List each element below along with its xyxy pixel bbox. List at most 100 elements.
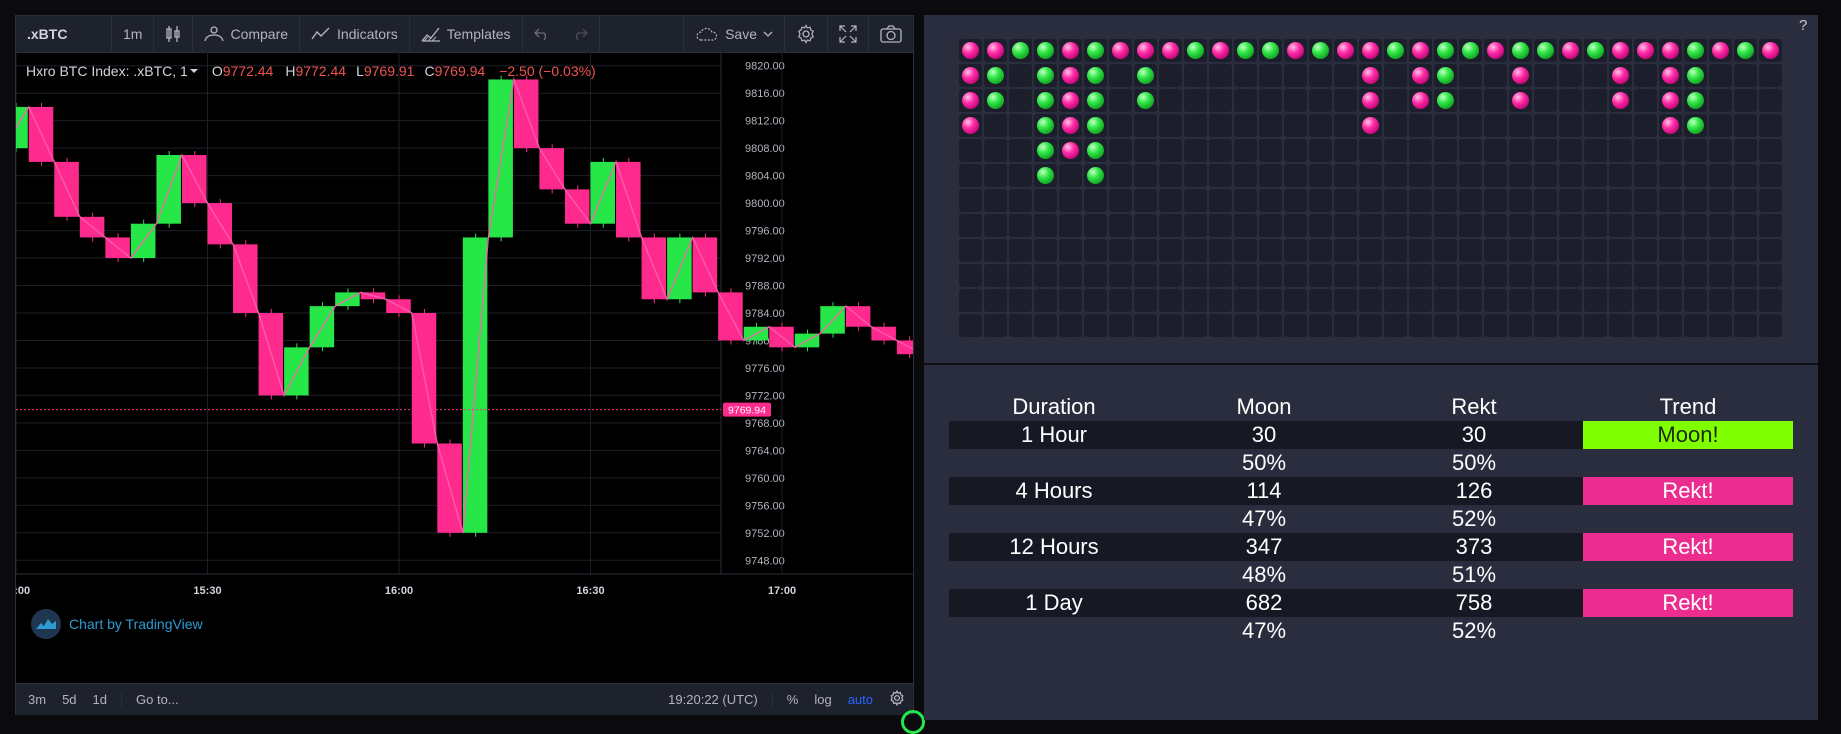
- tradingview-watermark[interactable]: Chart by TradingView: [31, 609, 203, 639]
- log-toggle[interactable]: log: [814, 692, 832, 707]
- rekt-percent: 52%: [1451, 618, 1497, 643]
- grid-cell: [1334, 314, 1357, 337]
- grid-cell: [1409, 89, 1432, 112]
- grid-cell: [1234, 164, 1257, 187]
- grid-cell: [1259, 289, 1282, 312]
- green-ball-icon: [1737, 42, 1754, 59]
- scale-settings-button[interactable]: [881, 689, 913, 709]
- goto-button[interactable]: Go to...: [136, 692, 179, 707]
- grid-cell: [1534, 89, 1557, 112]
- y-tick-label: 9776.00: [745, 363, 785, 375]
- y-tick-label: 9812.00: [745, 116, 785, 128]
- rekt-percent: 50%: [1451, 450, 1497, 475]
- green-ball-icon: [1687, 117, 1704, 134]
- grid-cell: [1509, 189, 1532, 212]
- grid-cell: [1459, 214, 1482, 237]
- x-tick-label: 17:00: [768, 585, 796, 597]
- grid-cell: [1709, 164, 1732, 187]
- grid-cell: [1134, 239, 1157, 262]
- grid-cell: [1659, 189, 1682, 212]
- utc-clock[interactable]: 19:20:22 (UTC): [668, 692, 758, 707]
- stats-row-1-day: 1 Day 682 758 Rekt!: [949, 589, 1793, 617]
- green-ball-icon: [1087, 92, 1104, 109]
- grid-cell: [1309, 314, 1332, 337]
- grid-cell: [1234, 139, 1257, 162]
- settings-button[interactable]: [785, 16, 828, 52]
- templates-label: Templates: [446, 26, 511, 42]
- legend-title[interactable]: Hxro BTC Index: .xBTC, 1: [26, 63, 188, 79]
- grid-cell: [959, 239, 982, 262]
- grid-cell: [1584, 214, 1607, 237]
- grid-cell: [1159, 164, 1182, 187]
- compare-button[interactable]: Compare: [193, 16, 301, 52]
- grid-cell: [959, 64, 982, 87]
- grid-cell: [1484, 64, 1507, 87]
- magenta-ball-icon: [1287, 42, 1304, 59]
- grid-cell: [1534, 214, 1557, 237]
- fullscreen-icon: [839, 25, 857, 43]
- grid-cell: [1334, 189, 1357, 212]
- grid-cell: [1384, 114, 1407, 137]
- interval-button[interactable]: 1m: [112, 16, 155, 52]
- grid-cell: [1259, 89, 1282, 112]
- percent-toggle[interactable]: %: [786, 692, 799, 707]
- grid-cell: [1759, 89, 1782, 112]
- undo-button[interactable]: [523, 16, 561, 52]
- rekt-percent: 51%: [1451, 562, 1497, 587]
- grid-cell: [1609, 214, 1632, 237]
- grid-cell: [1034, 164, 1057, 187]
- x-tick-label: 15:00: [16, 585, 30, 597]
- grid-cell: [1684, 214, 1707, 237]
- grid-cell: [1109, 264, 1132, 287]
- grid-cell: [1409, 164, 1432, 187]
- chart-style-button[interactable]: [154, 16, 194, 52]
- magenta-ball-icon: [1712, 42, 1729, 59]
- fullscreen-button[interactable]: [828, 16, 869, 52]
- grid-cell: [1559, 189, 1582, 212]
- grid-cell: [1059, 189, 1082, 212]
- green-ball-icon: [1437, 42, 1454, 59]
- grid-cell: [1709, 114, 1732, 137]
- grid-cell: [1434, 114, 1457, 137]
- grid-cell: [959, 114, 982, 137]
- grid-cell: [1234, 289, 1257, 312]
- gear-icon: [890, 689, 904, 707]
- grid-cell: [1734, 64, 1757, 87]
- stats-panel: ? Duration Moon Rekt Trend 1 Hour 30 30 …: [924, 15, 1818, 720]
- grid-cell: [1109, 314, 1132, 337]
- range-3m[interactable]: 3m: [28, 692, 47, 707]
- last-price-label: 9769.94: [728, 405, 766, 417]
- low-value: 9769.91: [363, 63, 415, 79]
- green-ball-icon: [1462, 42, 1479, 59]
- caret-down-icon[interactable]: [189, 63, 198, 79]
- grid-cell: [1084, 239, 1107, 262]
- auto-toggle[interactable]: auto: [847, 692, 873, 707]
- cloud-icon: [696, 27, 718, 41]
- grid-cell: [1684, 289, 1707, 312]
- green-ball-icon: [987, 67, 1004, 84]
- help-button[interactable]: ?: [1799, 17, 1808, 34]
- grid-cell: [1384, 64, 1407, 87]
- grid-cell: [1159, 139, 1182, 162]
- green-ball-icon: [1312, 42, 1329, 59]
- grid-cell: [1659, 114, 1682, 137]
- range-1d[interactable]: 1d: [92, 692, 107, 707]
- x-tick-label: 16:30: [576, 585, 604, 597]
- grid-cell: [1159, 89, 1182, 112]
- grid-cell: [1659, 139, 1682, 162]
- indicators-button[interactable]: Indicators: [300, 16, 410, 52]
- grid-cell: [1184, 264, 1207, 287]
- price-chart[interactable]: 9820.00 9816.00 9812.00 9808.00 9804.00 9800.…: [16, 52, 913, 683]
- grid-cell: [1359, 314, 1382, 337]
- grid-cell: [1284, 64, 1307, 87]
- grid-cell: [1484, 89, 1507, 112]
- redo-button[interactable]: [561, 16, 600, 52]
- symbol-search[interactable]: .xBTC: [16, 16, 112, 52]
- range-5d[interactable]: 5d: [62, 692, 77, 707]
- magenta-ball-icon: [962, 67, 979, 84]
- green-ball-icon: [1387, 42, 1404, 59]
- grid-cell: [1509, 39, 1532, 62]
- screenshot-button[interactable]: [869, 16, 913, 52]
- save-button[interactable]: Save: [683, 16, 785, 52]
- templates-button[interactable]: Templates: [410, 16, 523, 52]
